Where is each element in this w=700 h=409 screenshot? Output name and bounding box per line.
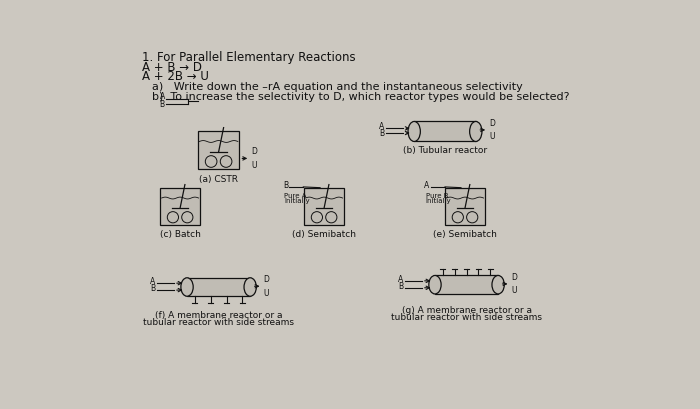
- Ellipse shape: [244, 278, 256, 296]
- Text: U: U: [251, 161, 256, 170]
- Text: tubular reactor with side streams: tubular reactor with side streams: [391, 313, 542, 322]
- Text: A: A: [398, 275, 403, 284]
- Text: Initially: Initially: [284, 198, 309, 204]
- Text: D: D: [263, 275, 269, 284]
- Text: A + B → D: A + B → D: [141, 61, 202, 74]
- Bar: [304, 188, 344, 225]
- Text: A: A: [424, 181, 430, 190]
- Bar: [187, 278, 250, 296]
- Text: D: D: [489, 119, 495, 128]
- Text: (f) A membrane reactor or a: (f) A membrane reactor or a: [155, 311, 282, 320]
- Text: A: A: [379, 122, 384, 131]
- Text: B: B: [398, 282, 403, 291]
- Text: a)   Write down the –rA equation and the instantaneous selectivity: a) Write down the –rA equation and the i…: [153, 82, 523, 92]
- Text: D: D: [511, 273, 517, 282]
- Text: (c) Batch: (c) Batch: [160, 230, 200, 239]
- Text: (b) Tubular reactor: (b) Tubular reactor: [403, 146, 487, 155]
- Ellipse shape: [181, 278, 193, 296]
- Bar: [445, 188, 485, 225]
- Text: b)  To increase the selectivity to D, which reactor types would be selected?: b) To increase the selectivity to D, whi…: [153, 92, 570, 102]
- Ellipse shape: [492, 275, 504, 294]
- Text: (e) Semibatch: (e) Semibatch: [433, 230, 497, 239]
- Text: B: B: [283, 181, 288, 190]
- Text: A + 2B → U: A + 2B → U: [141, 70, 209, 83]
- Ellipse shape: [470, 121, 482, 142]
- Text: B: B: [150, 284, 155, 293]
- Text: (g) A membrane reactor or a: (g) A membrane reactor or a: [402, 306, 531, 315]
- Text: A: A: [150, 277, 155, 286]
- Bar: [414, 121, 476, 142]
- Bar: [160, 188, 200, 225]
- Text: Pure B: Pure B: [426, 193, 448, 199]
- Bar: [198, 131, 239, 169]
- Text: B: B: [379, 128, 384, 137]
- Text: (d) Semibatch: (d) Semibatch: [292, 230, 356, 239]
- Text: U: U: [511, 286, 517, 295]
- Text: D: D: [251, 147, 257, 156]
- Ellipse shape: [429, 275, 441, 294]
- Text: U: U: [489, 132, 494, 141]
- Text: U: U: [263, 289, 269, 298]
- Text: Pure A: Pure A: [284, 193, 307, 199]
- Text: (a) CSTR: (a) CSTR: [199, 175, 238, 184]
- Text: A: A: [160, 92, 164, 101]
- Text: B: B: [160, 100, 164, 109]
- Text: 1. For Parallel Elementary Reactions: 1. For Parallel Elementary Reactions: [141, 52, 355, 64]
- Ellipse shape: [408, 121, 420, 142]
- Text: Initially: Initially: [426, 198, 452, 204]
- Bar: [435, 275, 498, 294]
- Text: tubular reactor with side streams: tubular reactor with side streams: [143, 318, 294, 327]
